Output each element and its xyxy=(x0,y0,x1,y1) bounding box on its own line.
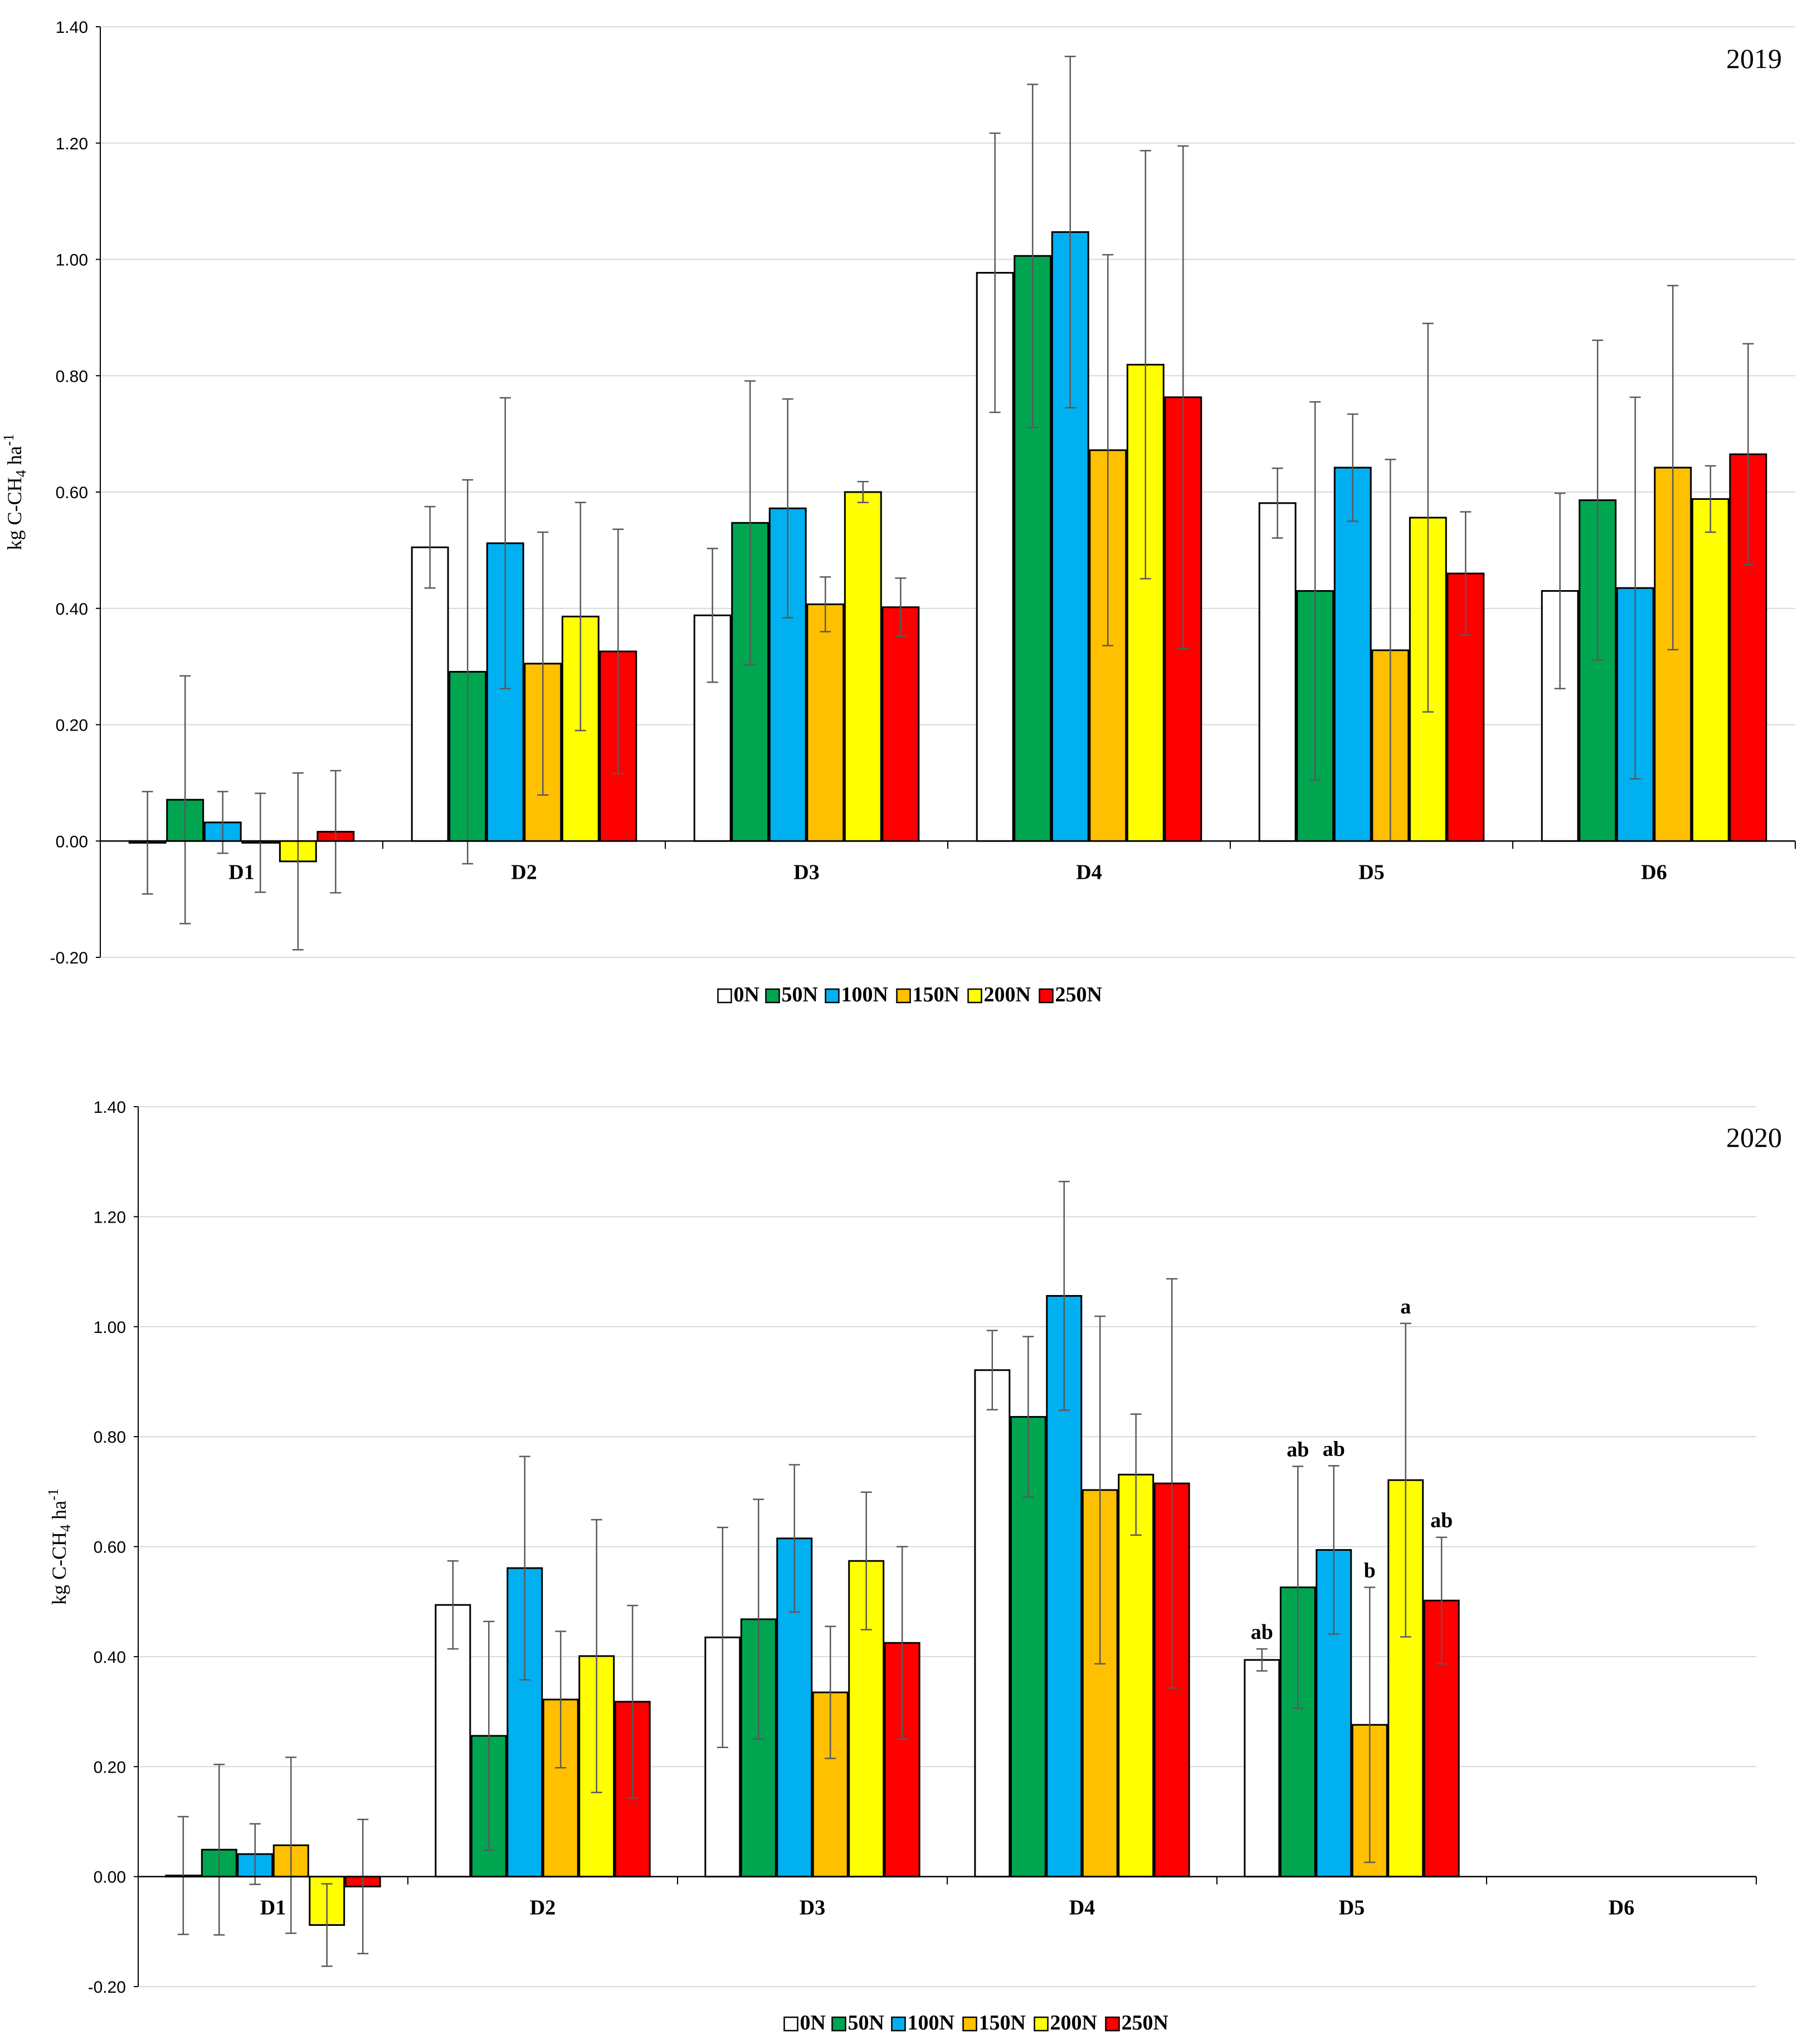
legend-label-0N: 0N xyxy=(800,2011,826,2035)
y-tick-label: 0.20 xyxy=(94,1758,126,1777)
legend-label-200N: 200N xyxy=(1050,2011,1097,2035)
legend-label-150N: 150N xyxy=(979,2011,1026,2035)
legend-label-50N: 50N xyxy=(782,983,818,1006)
category-label-D2: D2 xyxy=(511,860,537,884)
legend-swatch-50N xyxy=(765,988,780,1004)
y-tick-label: 0.40 xyxy=(56,600,88,619)
bar-250N-D3 xyxy=(881,606,920,842)
bar-100N-D5 xyxy=(1333,466,1372,842)
category-label-D6: D6 xyxy=(1609,1896,1634,1920)
y-tick-label: 0.00 xyxy=(94,1868,126,1887)
category-label-D6: D6 xyxy=(1641,860,1667,884)
legend-swatch-50N xyxy=(831,2016,846,2032)
significance-label: a xyxy=(1400,1295,1411,1318)
category-label-D1: D1 xyxy=(228,860,254,884)
bar-200N-D4 xyxy=(1118,1473,1155,1878)
y-tick-label: 0.80 xyxy=(56,367,88,386)
legend-swatch-0N xyxy=(717,988,732,1004)
significance-label: ab xyxy=(1323,1437,1345,1461)
bar-0N-D2 xyxy=(411,546,449,842)
significance-label: ab xyxy=(1251,1620,1273,1644)
bar-200N-D3 xyxy=(844,491,882,842)
y-tick-label: 1.20 xyxy=(56,135,88,153)
category-label-D4: D4 xyxy=(1076,860,1102,884)
y-tick-label: -0.20 xyxy=(50,949,88,967)
category-label-D5: D5 xyxy=(1339,1896,1365,1920)
y-tick-label: 0.60 xyxy=(94,1539,126,1557)
y-tick-label: 0.80 xyxy=(94,1428,126,1447)
legend-label-200N: 200N xyxy=(984,983,1031,1006)
bar-200N-D6 xyxy=(1691,498,1730,842)
category-label-D5: D5 xyxy=(1358,860,1384,884)
legend-swatch-100N xyxy=(825,988,840,1004)
y-tick-label: 0.00 xyxy=(56,833,88,851)
legend-label-100N: 100N xyxy=(908,2011,954,2035)
bar-0N-D5 xyxy=(1244,1659,1280,1878)
y-tick-label: 0.20 xyxy=(56,717,88,735)
legend-swatch-150N xyxy=(896,988,911,1004)
legend-label-250N: 250N xyxy=(1122,2011,1168,2035)
y-tick-label: -0.20 xyxy=(88,1978,126,1997)
legend-swatch-100N xyxy=(891,2016,906,2032)
y-tick-label: 1.20 xyxy=(94,1208,126,1227)
bar-0N-D2 xyxy=(435,1604,471,1878)
chart-title: 2019 xyxy=(1726,43,1782,74)
chart-title: 2020 xyxy=(1726,1122,1782,1153)
category-label-D4: D4 xyxy=(1069,1896,1095,1920)
bar-0N-D5 xyxy=(1258,502,1297,842)
legend-label-100N: 100N xyxy=(841,983,888,1006)
category-label-D2: D2 xyxy=(530,1896,556,1920)
category-label-D3: D3 xyxy=(793,860,819,884)
bar-250N-D6 xyxy=(1729,453,1767,842)
bar-150N-D3 xyxy=(806,603,845,842)
y-tick-label: 0.40 xyxy=(94,1648,126,1667)
y-tick-label: 1.00 xyxy=(56,251,88,270)
legend-label-50N: 50N xyxy=(848,2011,884,2035)
category-label-D1: D1 xyxy=(260,1896,286,1920)
category-label-D3: D3 xyxy=(800,1896,825,1920)
legend: 0N 50N 100N 150N 200N 250N xyxy=(783,2011,1168,2035)
legend-swatch-250N xyxy=(1105,2016,1120,2032)
legend-swatch-0N xyxy=(783,2016,798,2032)
y-axis-label: kg C-CH4 ha-1 xyxy=(1,434,29,551)
chart-panel-2020: -0.20 0.00 0.20 0.40 0.60 0.80 1.00 1.20 1.40 kg … xyxy=(45,1098,1782,2035)
legend-label-150N: 150N xyxy=(913,983,959,1006)
y-tick-label: 1.40 xyxy=(94,1098,126,1117)
legend-swatch-200N xyxy=(967,988,982,1004)
y-axis-label: kg C-CH4 ha-1 xyxy=(45,1488,74,1605)
y-tick-label: 0.60 xyxy=(56,484,88,502)
legend-label-250N: 250N xyxy=(1055,983,1102,1006)
significance-label: ab xyxy=(1287,1438,1309,1461)
legend-swatch-200N xyxy=(1034,2016,1049,2032)
y-tick-label: 1.00 xyxy=(94,1318,126,1337)
legend: 0N 50N 100N 150N 200N 250N xyxy=(717,983,1102,1006)
bar-0N-D4 xyxy=(974,1369,1011,1878)
y-tick-label: 1.40 xyxy=(56,18,88,37)
significance-label: b xyxy=(1364,1559,1376,1583)
legend-label-0N: 0N xyxy=(734,983,759,1006)
legend-swatch-150N xyxy=(962,2016,977,2032)
chart-panel-2019: -0.20 0.00 0.20 0.40 0.60 0.80 1.00 1.20 1.40 kg … xyxy=(1,18,1796,1006)
significance-label: ab xyxy=(1430,1509,1453,1532)
legend-swatch-250N xyxy=(1039,988,1054,1004)
